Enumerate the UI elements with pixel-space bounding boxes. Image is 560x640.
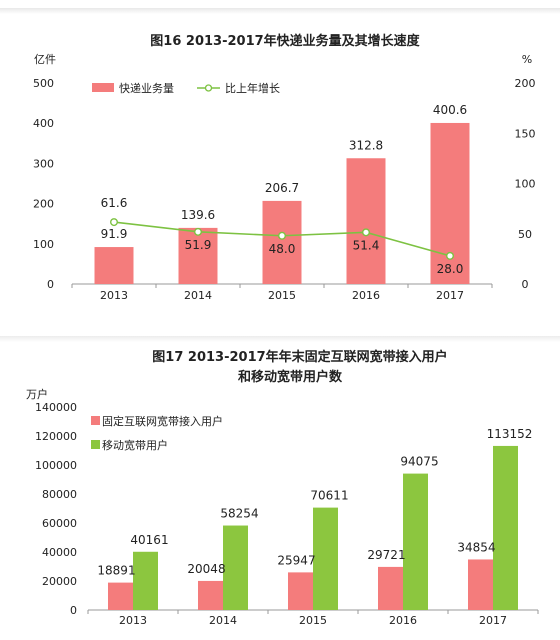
chart2-fixed-label: 25947 [277, 553, 315, 567]
chart1-growth-label: 51.9 [185, 238, 212, 252]
chart2-title-line1: 图17 2013-2017年年末固定互联网宽带接入用户 [152, 349, 447, 365]
chart2-x-tick-label: 2015 [299, 614, 327, 627]
chart2-bar-mobile-2015 [313, 507, 338, 610]
chart1-growth-line [109, 218, 455, 260]
chart1-x-tick-label: 2014 [184, 289, 212, 302]
chart2-bar-fixed-2014 [198, 580, 223, 610]
chart2-y-tick: 0 [70, 604, 77, 617]
chart2-y-tick: 80000 [42, 488, 77, 501]
chart1-growth-point-2017 [446, 251, 455, 260]
chart1-legend-swatch-volume [92, 83, 114, 92]
chart2-axes: 0 20000 40000 60000 80000 100000 120000 140000 2… [35, 401, 539, 627]
chart1-legend-marker-growth [204, 84, 213, 92]
chart1-right-tick: 0 [522, 278, 529, 291]
chart1-left-tick: 0 [47, 278, 54, 291]
chart1-left-tick: 300 [33, 157, 54, 170]
chart1-left-tick: 400 [33, 117, 54, 130]
chart1-bar-2016 [346, 158, 386, 284]
chart2-bars [108, 445, 518, 610]
chart2-y-tick: 120000 [35, 430, 77, 443]
chart2-bar-fixed-2015 [288, 572, 313, 610]
chart2-legend-swatch-mobile [91, 440, 100, 449]
chart1-growth-point-2013 [109, 218, 118, 227]
chart1-legend-label-growth: 比上年增长 [225, 81, 280, 95]
chart1-axes: 0 100 200 300 400 500 0 50 100 150 200 2013 2014 2015… [33, 77, 536, 302]
chart1-growth-label: 61.6 [101, 196, 128, 210]
section-divider [0, 336, 560, 342]
chart1-bar-label: 206.7 [265, 181, 299, 195]
chart1-right-tick: 150 [515, 127, 536, 140]
top-rule [0, 8, 560, 14]
chart1-bar-label: 91.9 [101, 227, 128, 241]
chart2-y-tick: 40000 [42, 546, 77, 559]
chart2-mobile-label: 58254 [220, 507, 258, 521]
chart1-left-unit: 亿件 [34, 53, 56, 66]
chart2-bar-mobile-2014 [223, 525, 248, 610]
chart2-legend-label-fixed: 固定互联网宽带接入用户 [102, 414, 223, 428]
chart1-bar-2013 [94, 247, 134, 284]
chart1-growth-label: 51.4 [353, 238, 380, 252]
chart2-mobile-label: 70611 [310, 489, 348, 503]
chart2-y-tick: 20000 [42, 575, 77, 588]
chart2-data-labels: 18891 40161 20048 58254 25947 70611 29721 94075… [97, 427, 532, 578]
chart1-title: 图16 2013-2017年快递业务量及其增长速度 [150, 33, 420, 49]
chart1-right-unit: % [522, 53, 532, 66]
chart2-fixed-label: 18891 [97, 564, 135, 578]
chart1-growth-label: 28.0 [437, 262, 464, 276]
chart1-x-tick-label: 2013 [100, 289, 128, 302]
chart2-x-tick-label: 2013 [119, 614, 147, 627]
chart1-legend: 快递业务量 比上年增长 [92, 81, 280, 95]
chart-broadband-users: 图17 2013-2017年年末固定互联网宽带接入用户 和移动宽带用户数 万户 … [26, 349, 539, 627]
chart2-mobile-label: 40161 [130, 533, 168, 547]
chart2-bar-fixed-2017 [468, 559, 493, 610]
chart1-bar-2015 [262, 200, 302, 284]
chart1-growth-point-2015 [278, 231, 287, 240]
chart2-legend-label-mobile: 移动宽带用户 [102, 438, 168, 452]
chart2-fixed-label: 29721 [367, 548, 405, 562]
chart1-bar-label: 312.8 [349, 138, 383, 152]
chart2-mobile-label: 113152 [487, 427, 533, 441]
chart1-right-tick: 200 [515, 77, 536, 90]
chart1-data-labels: 91.9 139.6 206.7 312.8 400.6 61.6 51.9 48.0 51.4… [101, 103, 468, 276]
chart1-left-tick: 100 [33, 238, 54, 251]
chart2-legend-swatch-fixed [91, 416, 100, 425]
chart2-bar-fixed-2013 [108, 582, 133, 610]
chart2-x-tick-label: 2017 [479, 614, 507, 627]
chart1-x-tick-label: 2016 [352, 289, 380, 302]
chart2-y-tick: 140000 [35, 401, 77, 414]
chart1-right-tick: 100 [515, 178, 536, 191]
chart1-growth-point-2014 [193, 227, 202, 236]
chart2-bar-mobile-2016 [403, 473, 428, 610]
chart2-x-tick-label: 2016 [389, 614, 417, 627]
chart2-bar-mobile-2017 [493, 445, 518, 610]
chart1-x-tick-label: 2015 [268, 289, 296, 302]
chart1-left-tick: 200 [33, 198, 54, 211]
chart1-x-tick-label: 2017 [436, 289, 464, 302]
chart1-growth-label: 48.0 [269, 242, 296, 256]
chart2-bar-fixed-2016 [378, 566, 403, 610]
chart1-right-tick: 50 [518, 228, 532, 241]
chart2-x-tick-label: 2014 [209, 614, 237, 627]
chart2-y-tick: 60000 [42, 517, 77, 530]
chart2-bar-mobile-2013 [133, 551, 158, 610]
chart2-y-tick: 100000 [35, 459, 77, 472]
chart1-bar-label: 400.6 [433, 103, 467, 117]
chart1-left-tick: 500 [33, 77, 54, 90]
chart1-legend-label-volume: 快递业务量 [119, 81, 174, 95]
chart2-title-line2: 和移动宽带用户数 [238, 369, 343, 385]
chart-express-volume: 图16 2013-2017年快递业务量及其增长速度 亿件 % 0 100 200 30… [33, 33, 536, 302]
chart1-bar-label: 139.6 [181, 208, 215, 222]
chart2-mobile-label: 94075 [400, 455, 438, 469]
chart2-fixed-label: 20048 [187, 562, 225, 576]
chart2-unit: 万户 [26, 387, 48, 401]
chart1-bar-2014 [178, 227, 218, 284]
chart1-growth-point-2016 [362, 228, 371, 237]
chart1-bars [94, 122, 470, 284]
chart2-fixed-label: 34854 [457, 540, 495, 554]
